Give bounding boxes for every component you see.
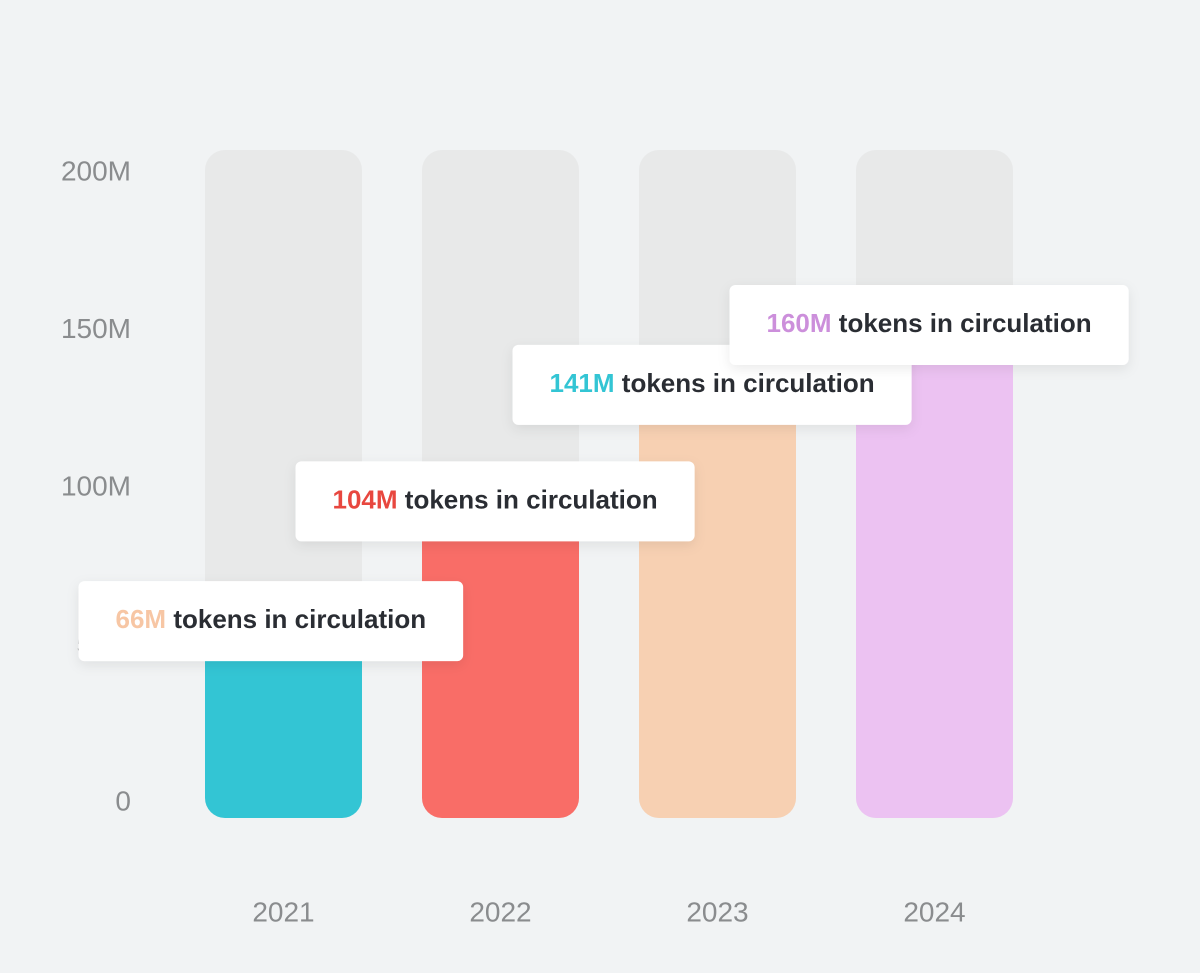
label-text: tokens in circulation: [173, 604, 426, 634]
tooltip-box: [78, 581, 464, 662]
label-text: tokens in circulation: [839, 308, 1092, 338]
y-tick-label: 200M: [61, 155, 131, 186]
bar: [639, 358, 796, 818]
tooltip-box: [295, 461, 695, 542]
tooltip: 141M tokens in circulation: [512, 344, 912, 425]
bar: [856, 299, 1013, 818]
y-tick-label: 100M: [61, 470, 131, 501]
value-label: 160M: [767, 308, 832, 338]
tooltip: 104M tokens in circulation: [295, 461, 695, 542]
label-text: tokens in circulation: [622, 368, 875, 398]
tooltip: 66M tokens in circulation: [78, 581, 464, 662]
x-tick-label: 2023: [686, 896, 748, 927]
label-text: tokens in circulation: [405, 484, 658, 514]
tooltip-text: 160M tokens in circulation: [767, 308, 1092, 338]
tooltip: 160M tokens in circulation: [729, 285, 1129, 365]
x-tick-label: 2022: [469, 896, 531, 927]
x-tick-label: 2024: [903, 896, 965, 927]
bar: [422, 475, 579, 818]
tooltip-box: [729, 285, 1129, 365]
tooltip-text: 66M tokens in circulation: [116, 604, 427, 634]
value-label: 66M: [116, 604, 167, 634]
y-tick-label: 150M: [61, 313, 131, 344]
tooltip-text: 104M tokens in circulation: [333, 484, 658, 514]
y-tick-label: 0: [115, 785, 131, 816]
value-label: 141M: [550, 368, 615, 398]
tooltip-text: 141M tokens in circulation: [550, 368, 875, 398]
x-tick-label: 2021: [252, 896, 314, 927]
value-label: 104M: [333, 484, 398, 514]
